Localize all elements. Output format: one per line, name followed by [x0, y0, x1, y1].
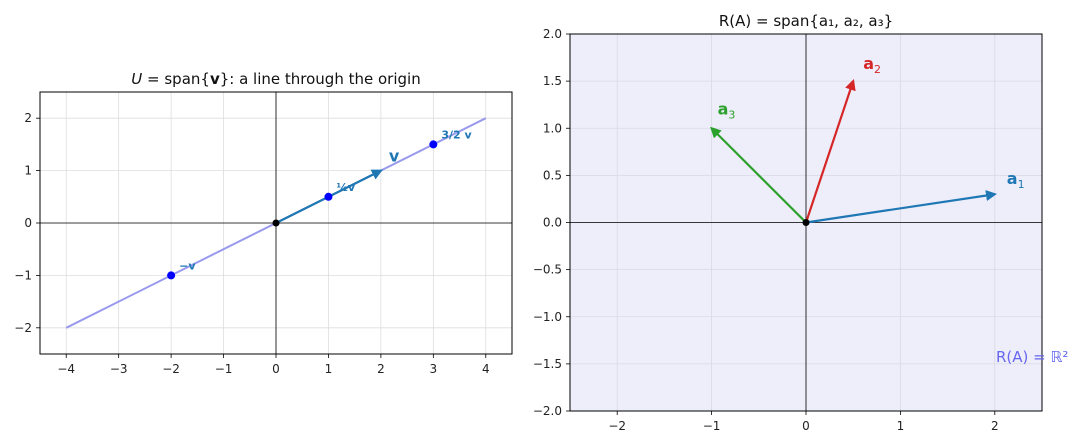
left-chart: −v ½v 3/2 v −4 −3 −2 −1 0 1 2 3 4 −2 −1 0 1 2 U = span…: [14, 70, 513, 376]
y-tick-label: 0.5: [543, 168, 562, 182]
y-tick-label: 1.0: [543, 121, 562, 135]
vector-label: a1: [1007, 169, 1025, 191]
y-tick-label: 2: [24, 111, 32, 125]
point-label: ½v: [336, 181, 355, 194]
point-label: −v: [179, 259, 196, 272]
multiple-point: [324, 192, 333, 201]
y-tick-label: −2.0: [533, 404, 562, 418]
y-tick-label: 2.0: [543, 27, 562, 41]
y-tick-label: 1.5: [543, 74, 562, 88]
y-tick-label: −1: [14, 268, 32, 282]
right-origin-point: [802, 219, 810, 226]
y-tick-label: −2: [14, 321, 32, 335]
y-tick-label: −1.0: [533, 310, 562, 324]
x-tick-label: 0: [802, 419, 810, 433]
x-tick-label: 0: [272, 362, 280, 376]
vector-label: a2: [863, 54, 881, 76]
x-tick-label: 4: [482, 362, 490, 376]
x-tick-label: −2: [162, 362, 180, 376]
x-tick-label: 2: [377, 362, 385, 376]
y-tick-label: 0: [24, 216, 32, 230]
x-tick-label: −3: [110, 362, 128, 376]
left-title: U = span{v}: a line through the origin: [131, 70, 420, 88]
x-tick-label: −4: [57, 362, 75, 376]
multiple-point: [429, 140, 438, 149]
vector-label: a3: [718, 99, 736, 121]
x-tick-label: −2: [608, 419, 626, 433]
left-origin-point: [272, 219, 280, 227]
x-tick-label: 2: [991, 419, 999, 433]
y-tick-label: 1: [24, 164, 32, 178]
vector-a1: [805, 190, 997, 224]
left-x-ticks: −4 −3 −2 −1 0 1 2 3 4: [57, 354, 490, 376]
right-y-ticks: −2.0 −1.5 −1.0 −0.5 0.0 0.5 1.0 1.5 2.0: [533, 27, 570, 418]
y-tick-label: −1.5: [533, 357, 562, 371]
x-tick-label: −1: [703, 419, 721, 433]
vector-v-label: v: [389, 147, 400, 166]
right-vectors: a1 a2 a3: [710, 54, 1025, 224]
vector-a2: [804, 79, 856, 223]
region-label: R(A) = ℝ²: [996, 348, 1068, 366]
x-tick-label: −1: [215, 362, 233, 376]
y-tick-label: −0.5: [533, 263, 562, 277]
vector-a3: [710, 126, 807, 224]
y-tick-label: 0.0: [543, 216, 562, 230]
x-tick-label: 3: [430, 362, 438, 376]
x-tick-label: 1: [325, 362, 333, 376]
x-tick-label: 1: [897, 419, 905, 433]
left-y-ticks: −2 −1 0 1 2: [14, 111, 40, 335]
right-chart: a1 a2 a3 −2 −1 0 1 2 −2.0 −1.5 −1.0 −0.5 0.0 0.5 1.0…: [533, 12, 1069, 433]
right-title: R(A) = span{a₁, a₂, a₃}: [719, 12, 893, 30]
multiple-point: [167, 271, 176, 280]
left-points: −v ½v 3/2 v: [167, 128, 472, 280]
point-label: 3/2 v: [441, 128, 472, 141]
right-x-ticks: −2 −1 0 1 2: [608, 411, 999, 433]
